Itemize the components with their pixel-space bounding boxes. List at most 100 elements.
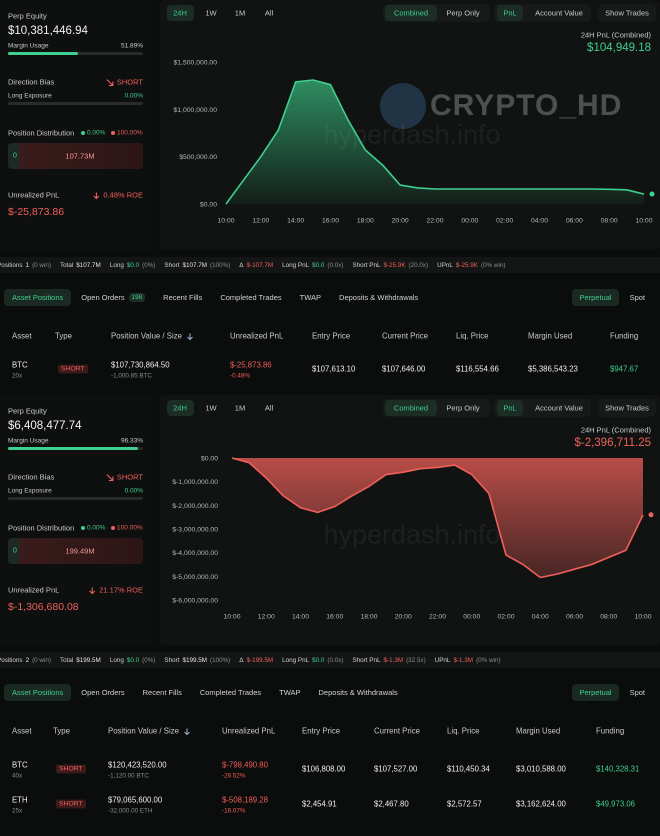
brand-watermark: CRYPTO_HD	[430, 89, 623, 122]
x-tick-label: 00:00	[461, 218, 478, 225]
market-tab[interactable]: Spot	[629, 292, 645, 302]
view-pill	[385, 400, 437, 416]
column-header: Liq. Price	[456, 331, 489, 341]
asset-leverage: 40x	[12, 772, 23, 780]
x-tick-label: 02:00	[497, 614, 514, 621]
pnl-chart: $0.00 $-1,000,000.00 $-2,000,000.00 $-3,000…	[172, 456, 655, 621]
view-tab[interactable]: Combined	[393, 403, 429, 413]
range-tab[interactable]: 1M	[234, 8, 246, 18]
tab[interactable]: Completed Trades	[192, 684, 269, 701]
y-tick-label: $500,000.00	[179, 154, 217, 161]
position-type: SHORT	[56, 799, 86, 809]
tab[interactable]: Deposits & Withdrawals	[311, 684, 406, 701]
summary-note: (0 win)	[32, 261, 51, 269]
tab[interactable]: Open Orders 198	[73, 289, 153, 306]
tab[interactable]: Asset Positions	[4, 683, 72, 701]
row-pnl-percent: -26.52%	[222, 772, 246, 780]
summary-value: 1	[25, 261, 30, 269]
tab-label: TWAP	[299, 292, 322, 302]
tab[interactable]: Deposits & Withdrawals	[331, 289, 426, 306]
summary-value: $0.0	[312, 656, 325, 664]
asset-leverage: 20x	[12, 372, 23, 380]
range-tab[interactable]: 1W	[205, 403, 217, 413]
summary-label: Short PnL	[352, 261, 381, 269]
x-tick-label: 06:00	[566, 614, 583, 621]
summary-note: (0.0x)	[327, 261, 344, 269]
range-tab[interactable]: 24H	[173, 8, 187, 18]
row-liq: $116,554.66	[456, 364, 499, 374]
x-tick-label: 14:00	[292, 614, 309, 621]
pnl-line	[231, 457, 644, 579]
position-size: -1,000.85 BTC	[111, 372, 152, 380]
tab[interactable]: TWAP	[292, 289, 329, 306]
show-trades-toggle[interactable]: Show Trades	[605, 8, 649, 18]
tab[interactable]: Completed Trades	[212, 289, 289, 306]
view-pill	[385, 5, 437, 21]
unrealized-pnl-value: $-1,306,680.08	[8, 601, 79, 613]
tab-label: Open Orders	[81, 292, 125, 302]
range-tab[interactable]: 24H	[173, 403, 187, 413]
column-header: Type	[55, 331, 72, 341]
summary-item: Short PnL $-1.3M (32.5x)	[352, 657, 425, 664]
chart-total: $104,949.18	[587, 42, 651, 54]
trades-group	[598, 4, 656, 22]
market-tab[interactable]: Spot	[629, 687, 645, 697]
row-current: $2,467.80	[374, 799, 409, 809]
summary-item: Long PnL $0.0 (0.0x)	[282, 657, 343, 664]
view-tab[interactable]: Perp Only	[446, 8, 480, 18]
market-tab[interactable]: Perpetual	[572, 683, 619, 701]
range-tab[interactable]: 1M	[234, 403, 246, 413]
trades-group	[598, 399, 656, 417]
summary-label: Total	[59, 261, 74, 269]
metric-tab[interactable]: Account Value	[535, 8, 583, 18]
tab[interactable]: Open Orders	[73, 684, 132, 701]
x-tick-label: 20:00	[392, 218, 409, 225]
row-pnl-percent: -0.48%	[230, 372, 250, 380]
pnl-end-dot	[647, 511, 655, 519]
column-header: Asset	[12, 331, 32, 341]
tab[interactable]: Asset Positions	[4, 288, 72, 306]
direction-bias-label: Direction Bias	[8, 77, 55, 87]
direction-bias-label: Direction Bias	[8, 472, 55, 482]
margin-usage-label: Margin Usage	[8, 42, 49, 50]
direction-bias-value: SHORT	[106, 472, 143, 481]
summary-value: $-1.3M	[383, 656, 404, 664]
summary-strip: Positions2(0 win)Total$199.5MLong$0.0(0%…	[0, 654, 501, 666]
account-panel: Perp Equity $6,408,477.74 Margin Usage 96.3…	[0, 395, 660, 836]
y-tick-label: $0.00	[200, 202, 217, 209]
position-distribution-label: Position Distribution	[8, 523, 75, 533]
summary-note: (32.5x)	[406, 656, 426, 664]
metric-tab[interactable]: PnL	[503, 8, 517, 18]
summary-value: $-1.3M	[453, 656, 474, 664]
tab[interactable]: TWAP	[271, 684, 308, 701]
summary-item: Total $107.7M	[60, 262, 101, 269]
tab[interactable]: Recent Fills	[135, 684, 190, 701]
x-tick-label: 14:00	[287, 218, 304, 225]
market-tab[interactable]: Perpetual	[572, 288, 619, 306]
range-tab[interactable]: 1W	[205, 8, 217, 18]
view-tab[interactable]: Combined	[393, 8, 429, 18]
row-pnl-percent: -16.07%	[222, 807, 246, 815]
show-trades-toggle[interactable]: Show Trades	[605, 403, 649, 413]
view-tab[interactable]: Perp Only	[446, 403, 480, 413]
down-icon-shape	[93, 192, 100, 200]
tab[interactable]: Recent Fills	[155, 289, 210, 306]
metric-tab[interactable]: Account Value	[535, 403, 583, 413]
y-tick-label: $1,500,000.00	[174, 60, 218, 67]
long-share: 0.00%	[87, 129, 106, 137]
summary-value: $199.5M	[182, 656, 207, 664]
summary-note: (100%)	[209, 656, 231, 664]
sidebar-background	[0, 395, 152, 645]
down-icon	[89, 587, 96, 595]
summary-label: Short	[164, 261, 180, 269]
range-tab[interactable]: All	[264, 8, 274, 18]
metric-tab[interactable]: PnL	[503, 403, 517, 413]
x-tick-label: 10:00	[223, 614, 240, 621]
summary-note: (0% win)	[476, 656, 501, 664]
tab-label: Completed Trades	[199, 687, 262, 697]
x-tick-label: 16:00	[322, 218, 339, 225]
summary-item: Δ $-107.7M	[239, 262, 273, 269]
range-tab[interactable]: All	[264, 403, 274, 413]
tab-label: Deposits & Withdrawals	[339, 292, 419, 302]
